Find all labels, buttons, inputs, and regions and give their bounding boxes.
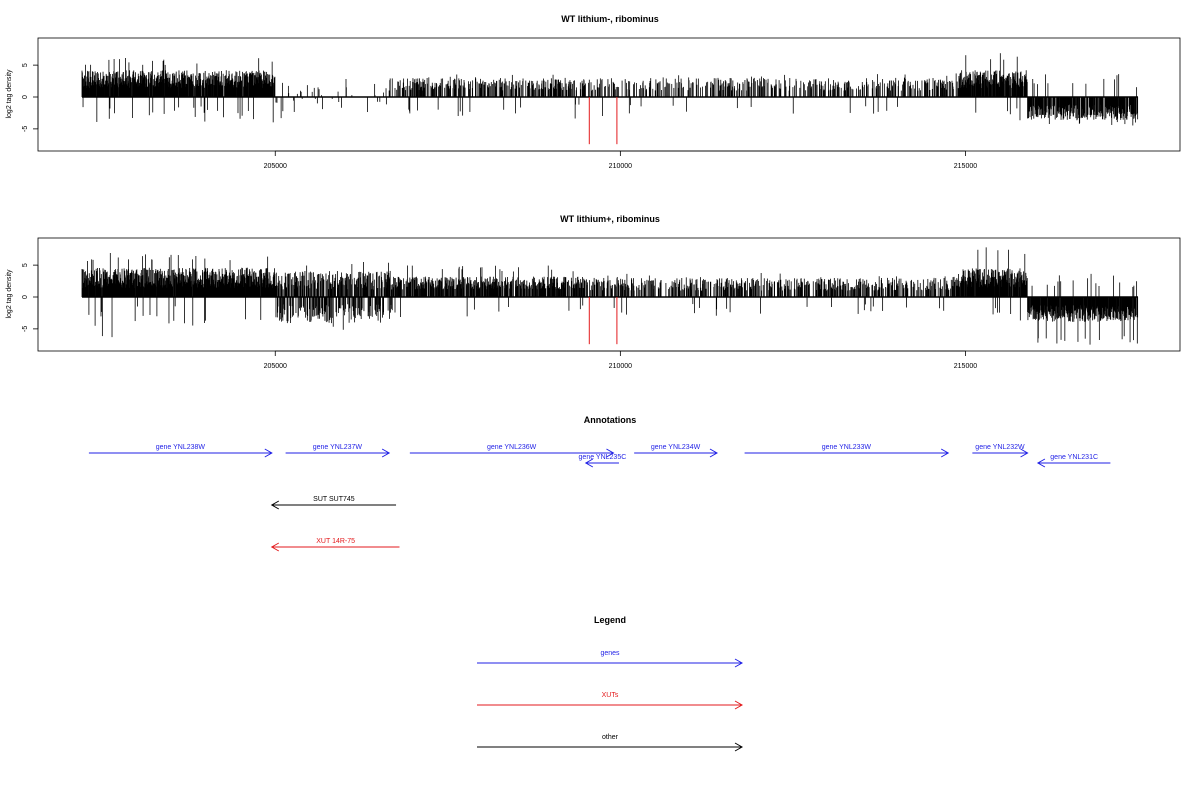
feature-arrow-head: [709, 448, 718, 458]
feature-label: gene YNL237W: [313, 444, 363, 451]
x-tick-label: 205000: [264, 163, 287, 170]
feature-label: SUT SUT745: [313, 496, 355, 503]
annotation-feature: gene YNL233W: [744, 444, 950, 458]
y-axis-label: log2 tag density: [6, 69, 13, 119]
legend-entries: genes XUTs other: [477, 650, 744, 752]
feature-arrow-head: [270, 542, 280, 552]
annotation-feature: gene YNL237W: [285, 444, 391, 458]
x-axis: 205000 210000 215000: [264, 150, 977, 170]
annotation-feature: gene YNL235C: [579, 454, 627, 468]
x-tick-label: 215000: [954, 163, 977, 170]
annotation-feature: gene YNL234W: [634, 444, 718, 458]
x-tick-label: 210000: [609, 363, 632, 370]
density-bars: [81, 53, 1139, 145]
feature-label: XUT 14R-75: [316, 538, 355, 545]
feature-arrow-head: [584, 458, 594, 468]
annotation-feature: gene YNL232W: [972, 444, 1029, 458]
annotation-features: gene YNL238W gene YNL237W gene YNL236W gene…: [88, 444, 1111, 552]
panel-title: WT lithium-, ribominus: [561, 14, 659, 24]
feature-arrow-head: [270, 500, 280, 510]
legend-entry: genes: [477, 650, 744, 668]
feature-label: gene YNL238W: [156, 444, 206, 451]
legend-arrow-head: [734, 742, 744, 752]
feature-label: gene YNL233W: [822, 444, 872, 451]
density-bars: [81, 247, 1139, 345]
legend-entry: other: [477, 734, 744, 752]
feature-arrow-head: [606, 448, 615, 458]
legend: Legend genes XUTs other: [477, 615, 744, 752]
feature-arrow-head: [381, 448, 391, 458]
x-axis: 205000 210000 215000: [264, 350, 977, 370]
legend-title: Legend: [594, 615, 626, 625]
feature-label: gene YNL234W: [651, 444, 701, 451]
y-tick-label: 5: [22, 263, 29, 267]
y-tick-label: 5: [22, 63, 29, 67]
legend-label: XUTs: [602, 692, 619, 699]
feature-arrow-head: [940, 448, 950, 458]
feature-label: gene YNL235C: [579, 454, 627, 461]
panel-title: WT lithium+, ribominus: [560, 214, 660, 224]
legend-label: other: [602, 734, 619, 741]
y-tick-label: 0: [22, 295, 29, 299]
feature-label: gene YNL236W: [487, 444, 537, 451]
annotations-title: Annotations: [584, 415, 637, 425]
annotation-feature: gene YNL236W: [409, 444, 615, 458]
y-axis: -5 0 5: [22, 263, 39, 332]
y-tick-label: -5: [22, 326, 29, 332]
annotation-feature: XUT 14R-75: [270, 538, 400, 552]
feature-arrow-head: [1020, 448, 1029, 458]
annotations-panel: Annotations gene YNL238W gene YNL237W gene…: [88, 415, 1111, 552]
panel-lithium-minus: WT lithium-, ribominus log2 tag density …: [6, 14, 1181, 170]
annotation-feature: gene YNL238W: [88, 444, 273, 458]
annotation-feature: SUT SUT745: [270, 496, 397, 510]
x-tick-label: 205000: [264, 363, 287, 370]
feature-arrow-head: [264, 448, 273, 458]
annotation-feature: gene YNL231C: [1036, 454, 1111, 468]
legend-entry: XUTs: [477, 692, 744, 710]
feature-label: gene YNL232W: [975, 444, 1025, 451]
feature-arrow-head: [1036, 458, 1046, 468]
x-tick-label: 210000: [609, 163, 632, 170]
y-axis-label: log2 tag density: [6, 269, 13, 319]
panel-lithium-plus: WT lithium+, ribominus log2 tag density …: [6, 214, 1181, 370]
y-tick-label: 0: [22, 95, 29, 99]
feature-label: gene YNL231C: [1050, 454, 1098, 461]
legend-arrow-head: [734, 700, 744, 710]
y-axis: -5 0 5: [22, 63, 39, 132]
x-tick-label: 215000: [954, 363, 977, 370]
legend-arrow-head: [734, 658, 744, 668]
legend-label: genes: [600, 650, 620, 657]
y-tick-label: -5: [22, 126, 29, 132]
